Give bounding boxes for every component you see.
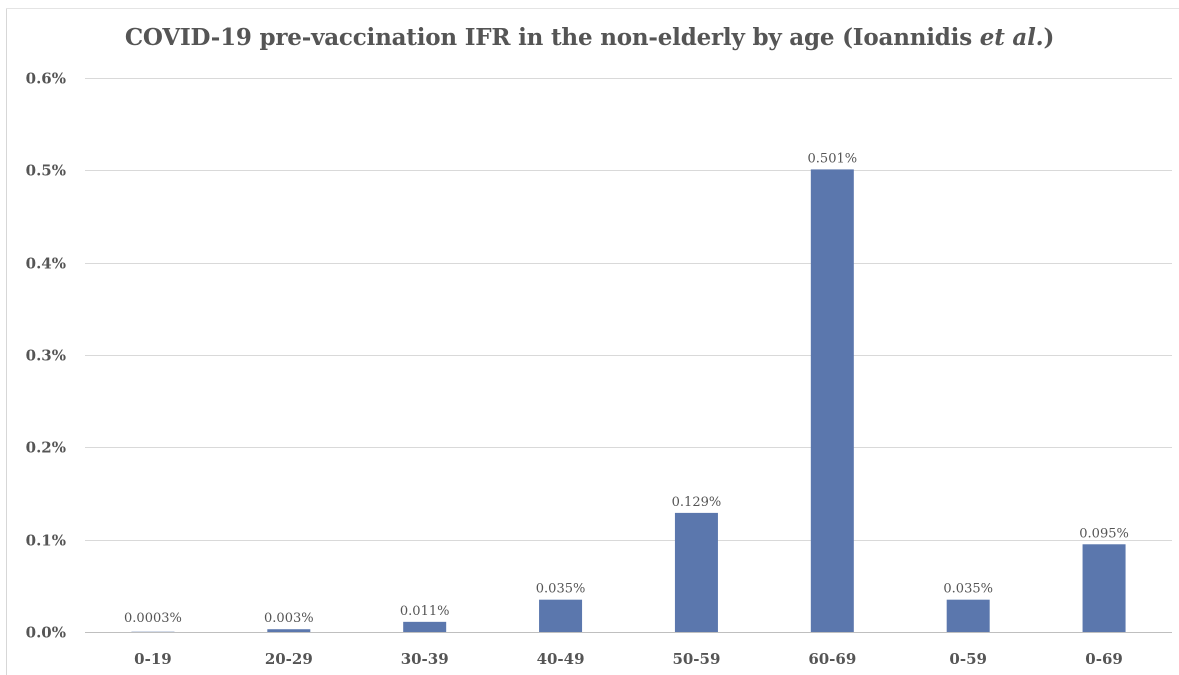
data-label-0-59: 0.035% [943,582,993,597]
y-tick-label: 0.6% [26,70,66,88]
frame-left-border [6,8,7,675]
bar-50-59 [674,512,718,632]
y-tick-label: 0.4% [26,255,66,273]
data-labels: 0.0003% 0.003% 0.011% 0.035% 0.129% 0.501% 0.0… [124,151,1129,626]
data-label-20-29: 0.003% [264,611,314,626]
frame-top-border [6,8,1179,9]
x-tick-label-60-69: 60-69 [808,650,856,668]
x-tick-label-40-49: 40-49 [537,650,585,668]
bar-40-49 [539,599,583,632]
chart-title: COVID-19 pre-vaccination IFR in the non-… [0,24,1179,51]
x-tick-label-20-29: 20-29 [265,650,313,668]
chart-title-italic: et al. [979,24,1044,51]
y-tick-label: 0.1% [26,532,66,550]
x-tick-label-50-59: 50-59 [672,650,720,668]
bar-0-69 [1082,544,1126,632]
bar-20-29 [267,629,311,632]
data-label-0-19: 0.0003% [124,611,182,626]
bars [131,169,1126,632]
x-tick-label-0-69: 0-69 [1085,650,1123,668]
data-label-0-69: 0.095% [1079,526,1129,541]
data-label-60-69: 0.501% [808,151,858,166]
x-tick-label-0-59: 0-59 [949,650,987,668]
bar-0-59 [946,599,990,632]
x-axis-ticks: 0-19 20-29 30-39 40-49 50-59 60-69 0-59 0-69 [134,650,1123,668]
y-tick-label: 0.0% [26,624,66,642]
y-tick-label: 0.2% [26,439,66,457]
y-tick-label: 0.3% [26,347,66,365]
x-tick-label-30-39: 30-39 [401,650,449,668]
bar-30-39 [403,621,447,632]
y-tick-label: 0.5% [26,162,66,180]
x-tick-label-0-19: 0-19 [134,650,172,668]
chart-title-main: COVID-19 pre-vaccination IFR in the non-… [124,24,980,51]
data-label-30-39: 0.011% [400,604,450,619]
bar-60-69 [810,169,854,632]
data-label-40-49: 0.035% [536,582,586,597]
y-axis-ticks: 0.0% 0.1% 0.2% 0.3% 0.4% 0.5% 0.6% [26,70,66,642]
chart-title-end: ) [1043,24,1055,51]
data-label-50-59: 0.129% [672,495,722,510]
gridlines [85,78,1172,633]
